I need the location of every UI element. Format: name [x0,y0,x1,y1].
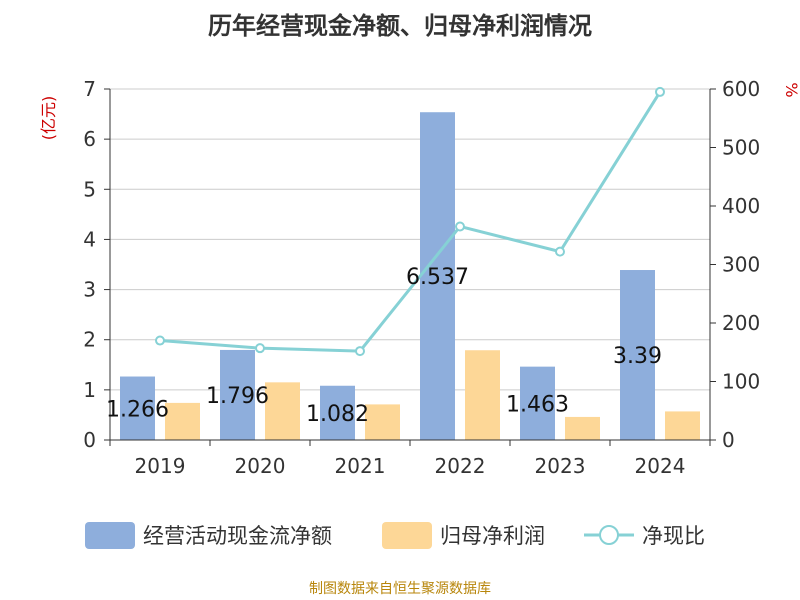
cashflow-data-label: 6.537 [406,265,469,290]
net-profit-bar [465,350,500,440]
y-right-tick-label: 500 [722,136,760,160]
cashflow-bar [120,376,155,440]
legend-swatch-cashflow [85,522,135,549]
y-right-tick-label: 200 [722,311,760,335]
legend-label-net-profit: 归母净利润 [440,524,545,548]
cashflow-data-label: 1.463 [506,392,569,417]
x-tick-label: 2020 [235,454,286,478]
cashflow-data-label: 1.082 [306,402,369,427]
cashflow-bar [220,349,255,440]
data-labels-layer: 1.266 1.796 1.082 6.537 1.463 3.39 [106,265,662,427]
x-tick-label: 2022 [435,454,486,478]
cashflow-data-label: 3.39 [613,344,662,369]
net-profit-bar [165,402,200,440]
cashflow-bar [620,270,655,440]
x-tick-label: 2023 [535,454,586,478]
x-tick-label: 2024 [635,454,686,478]
y-left-tick-label: 7 [83,77,96,101]
y-left-unit-label: (亿元) [39,96,58,141]
x-tick-label: 2021 [335,454,386,478]
ratio-point [455,221,465,232]
legend-swatch-net-profit [382,522,432,549]
net-profit-bar [365,404,400,440]
y-left-tick-label: 0 [83,428,96,452]
net-profit-bar [265,382,300,440]
y-left-tick-label: 6 [83,127,96,151]
cashflow-bar [320,385,355,440]
y-left-tick-label: 3 [83,278,96,302]
axes-layer: 0 1 2 3 4 5 6 7 0 100 200 300 400 500 600 (亿元)% 2019 2020… [39,77,800,478]
legend-label-ratio: 净现比 [642,524,705,548]
chart-title: 历年经营现金净额、归母净利润情况 [208,12,592,40]
ratio-point [355,346,365,357]
cashflow-bar [520,366,555,440]
bars-layer [120,112,700,441]
y-left-tick-label: 4 [83,227,96,251]
y-right-tick-label: 400 [722,194,760,218]
cashflow-data-label: 1.796 [206,384,269,409]
cashflow-data-label: 1.266 [106,397,169,422]
y-right-tick-label: 600 [722,77,760,101]
y-right-tick-label: 300 [722,253,760,277]
ratio-line [159,91,662,353]
ratio-point [155,335,165,346]
ratio-point [255,343,265,354]
legend-swatch-ratio-marker [599,525,619,545]
x-tick-label: 2019 [135,454,186,478]
ratio-point [655,86,665,97]
y-right-tick-label: 100 [722,370,760,394]
net-profit-bar [565,416,600,440]
ratio-point [555,246,565,257]
ratio-line-layer [155,86,665,357]
y-left-tick-label: 2 [83,328,96,352]
source-note: 制图数据来自恒生聚源数据库 [309,581,491,597]
legend-label-cashflow: 经营活动现金流净额 [143,524,332,548]
y-right-unit-label: % [782,82,800,97]
net-profit-bar [665,411,700,440]
legend: 经营活动现金流净额 归母净利润 净现比 [85,522,705,549]
y-right-tick-label: 0 [722,428,735,452]
y-left-tick-label: 5 [83,177,96,201]
cashflow-bar [420,112,455,441]
y-left-tick-label: 1 [83,378,96,402]
